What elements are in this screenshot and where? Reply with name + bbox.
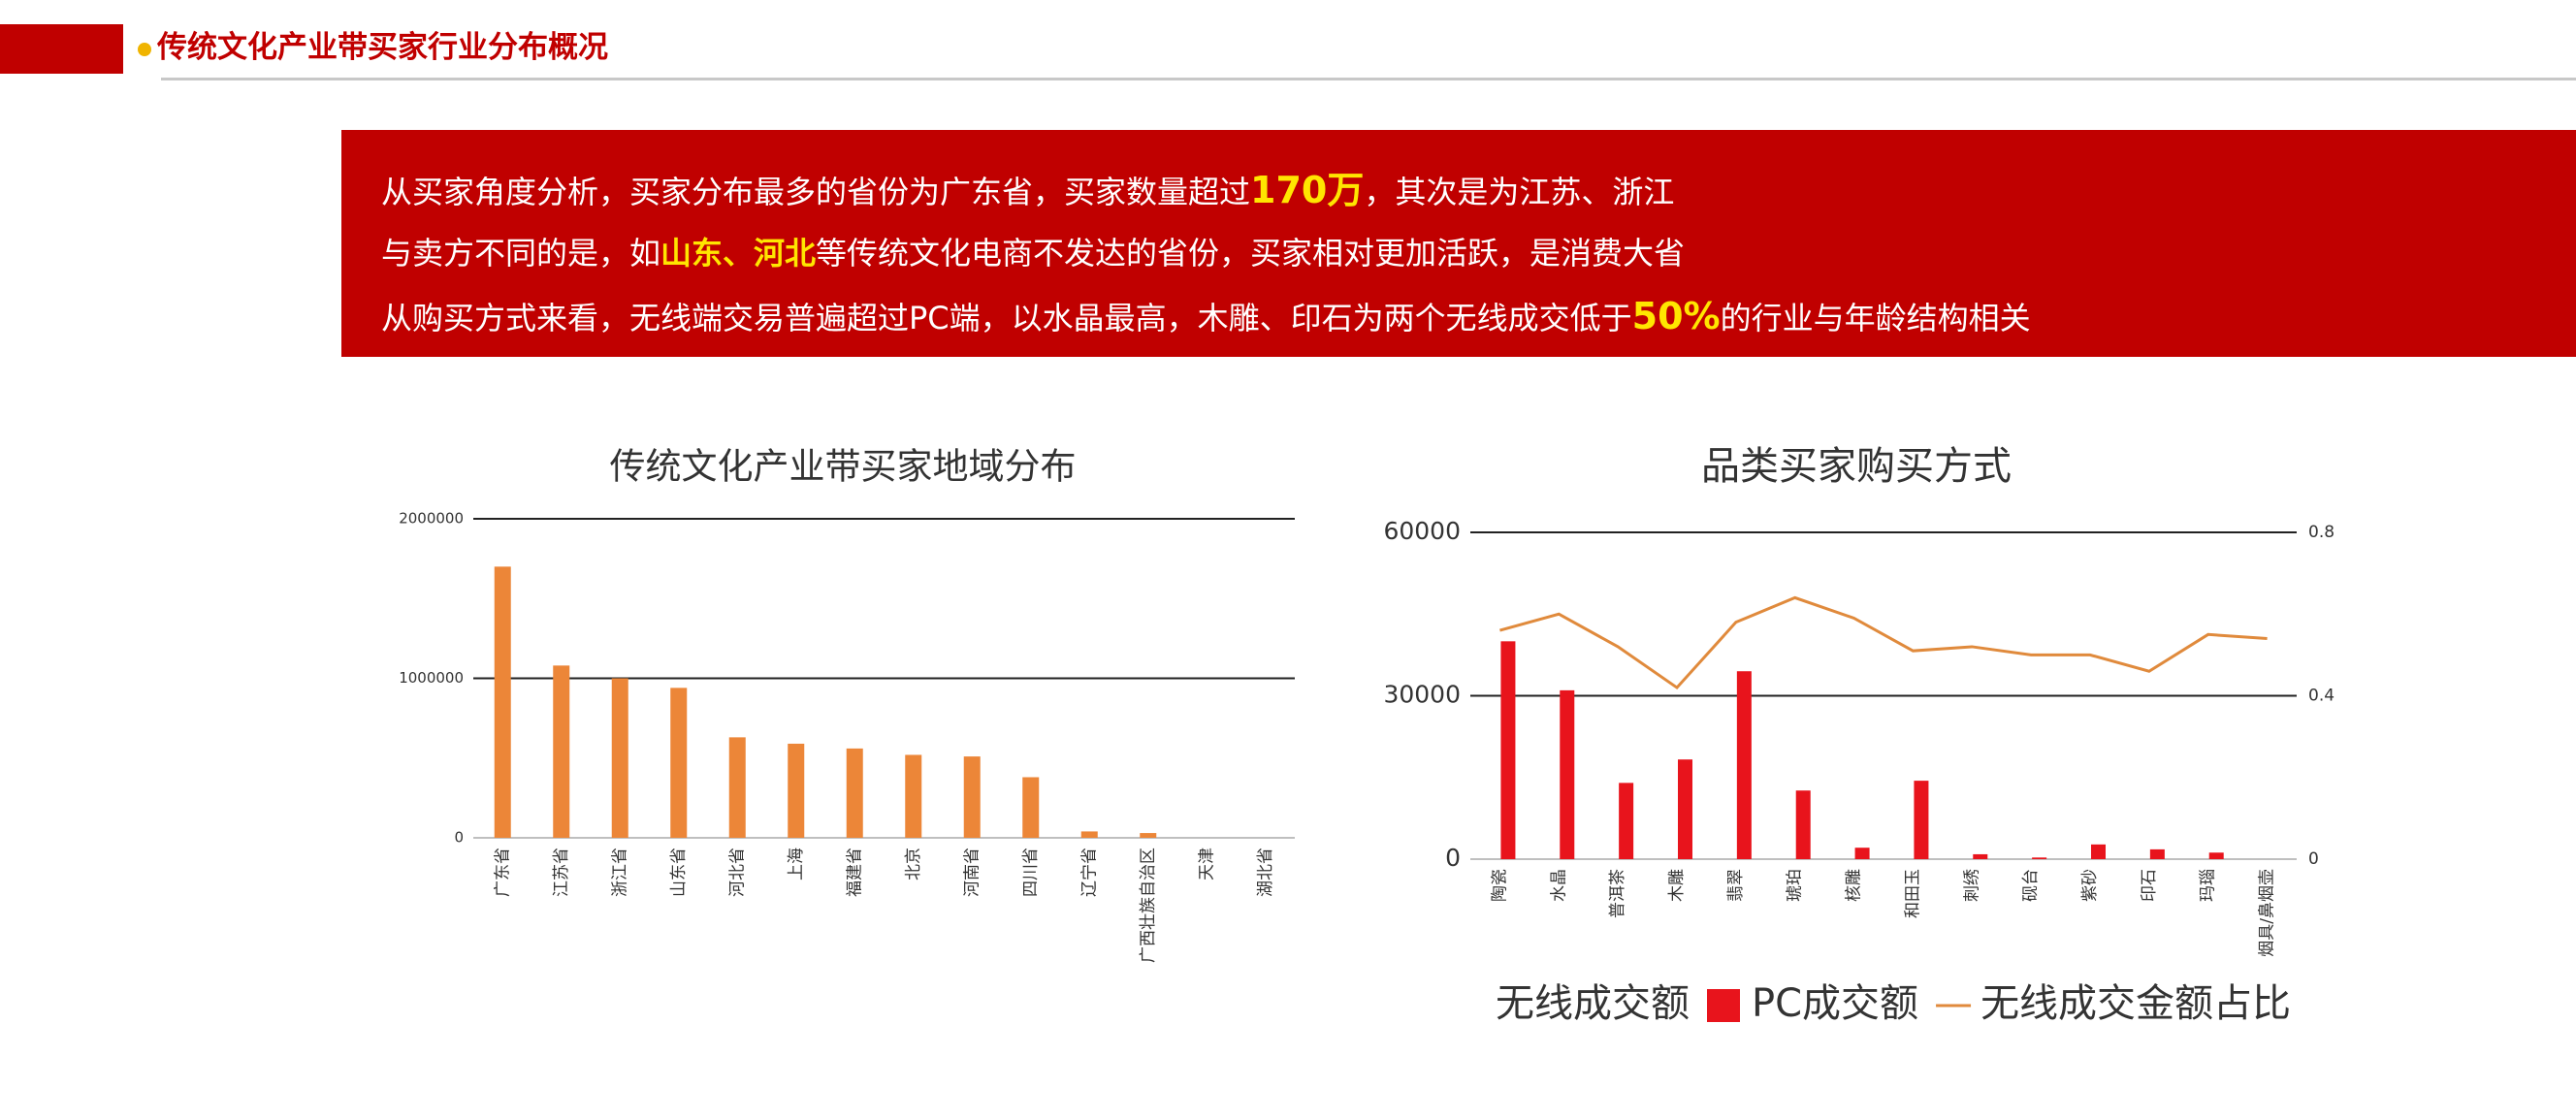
legend-marker [1451, 989, 1484, 1022]
x-tick-label: 湖北省 [1256, 848, 1275, 897]
summary-line: 从买家角度分析，买家分布最多的省份为广东省，买家数量超过170万，其次是为江苏、… [381, 159, 2576, 222]
x-tick-label: 福建省 [845, 848, 864, 897]
x-tick-label: 江苏省 [552, 848, 571, 897]
x-tick-label: 和田玉 [1903, 869, 1922, 918]
legend-marker [1707, 989, 1740, 1022]
x-tick-label: 砚台 [2021, 869, 2041, 902]
x-tick-label: 水晶 [1549, 869, 1568, 902]
x-tick-label: 核雕 [1845, 869, 1864, 902]
highlight-text: 50% [1631, 295, 1721, 337]
x-tick-label: 河北省 [727, 848, 747, 897]
x-tick-label: 广西壮族自治区 [1139, 848, 1158, 963]
y2-tick-label: 0 [2308, 849, 2319, 869]
x-tick-label: 翡翠 [1726, 869, 1746, 902]
summary-line: 从购买方式来看，无线端交易普遍超过PC端，以水晶最高，木雕、印石为两个无线成交低… [381, 285, 2576, 348]
bar [2149, 848, 2165, 859]
x-tick-label: 陶瓷 [1490, 869, 1509, 902]
bar [1560, 689, 1575, 859]
x-tick-label: 普洱茶 [1608, 869, 1627, 918]
x-tick-label: 烟具/鼻烟壶 [2258, 869, 2277, 957]
chart-title: 品类买家购买方式 [1701, 444, 2012, 489]
x-tick-label: 上海 [787, 848, 806, 880]
bar [2208, 852, 2224, 859]
x-tick-label: 琥珀 [1786, 869, 1805, 902]
x-tick-label: 河南省 [962, 848, 982, 897]
bar [1619, 783, 1634, 859]
y-tick-label: 30000 [1383, 681, 1461, 709]
bar [1854, 848, 1870, 859]
bar [1140, 833, 1157, 838]
x-tick-label: 山东省 [669, 848, 689, 897]
bar [1736, 671, 1752, 859]
summary-text: 从买家角度分析，买家分布最多的省份为广东省，买家数量超过 [381, 174, 1251, 210]
header-block [0, 24, 123, 74]
summary-text: ，其次是为江苏、浙江 [1364, 174, 1675, 210]
bar [1973, 853, 1988, 859]
x-tick-label: 浙江省 [610, 848, 629, 897]
x-tick-label: 刺绣 [1962, 869, 1981, 902]
bar [670, 688, 688, 838]
legend-label: 无线成交额 [1496, 981, 1690, 1026]
bar [1500, 641, 1516, 859]
bar [905, 754, 922, 838]
chart-title: 传统文化产业带买家地域分布 [610, 446, 1077, 488]
y-tick-label: 0 [454, 829, 464, 847]
x-tick-label: 四川省 [1021, 848, 1041, 897]
highlight-text: 山东、河北 [660, 235, 817, 272]
bar [2032, 857, 2047, 859]
x-tick-label: 辽宁省 [1079, 848, 1099, 897]
bar [1022, 777, 1040, 838]
summary-text: 的行业与年龄结构相关 [1720, 300, 2031, 336]
bar [1678, 759, 1692, 859]
x-tick-label: 紫砂 [2080, 869, 2100, 902]
header-rule [161, 78, 2576, 80]
bar [788, 743, 805, 838]
legend-label: 无线成交金额占比 [1980, 981, 2291, 1026]
y-tick-label: 2000000 [399, 510, 464, 528]
bar [494, 566, 511, 838]
x-tick-label: 广东省 [493, 848, 512, 897]
bar [553, 665, 570, 838]
highlight-text: 170万 [1250, 169, 1365, 211]
bar [2091, 844, 2106, 859]
y-tick-label: 1000000 [399, 669, 464, 687]
x-tick-label: 木雕 [1667, 869, 1687, 902]
line-series [1499, 595, 2268, 690]
x-tick-label: 印石 [2140, 869, 2159, 902]
summary-text: 与卖方不同的是，如 [381, 235, 661, 272]
bar [728, 737, 746, 838]
x-tick-label: 玛瑙 [2199, 869, 2218, 902]
y2-tick-label: 0.4 [2308, 687, 2334, 706]
summary-text: 从购买方式来看，无线端交易普遍超过PC端，以水晶最高，木雕、印石为两个无线成交低… [381, 300, 1632, 336]
x-tick-label: 北京 [904, 848, 923, 880]
x-tick-label: 天津 [1197, 848, 1216, 880]
legend-label: PC成交额 [1752, 981, 1918, 1026]
bar [611, 678, 628, 838]
bar [846, 748, 863, 838]
bar [1914, 781, 1929, 859]
y-tick-label: 60000 [1383, 517, 1461, 545]
bar [1080, 831, 1098, 838]
y-tick-label: 0 [1445, 844, 1461, 872]
summary-line: 与卖方不同的是，如山东、河北等传统文化电商不发达的省份，买家相对更加活跃，是消费… [381, 222, 2576, 285]
bar [963, 756, 981, 838]
bar [1795, 790, 1811, 859]
header-title: 传统文化产业带买家行业分布概况 [138, 25, 608, 70]
summary-box: 从买家角度分析，买家分布最多的省份为广东省，买家数量超过170万，其次是为江苏、… [341, 130, 2576, 357]
y2-tick-label: 0.8 [2308, 523, 2334, 542]
summary-text: 等传统文化电商不发达的省份，买家相对更加活跃，是消费大省 [816, 235, 1686, 272]
